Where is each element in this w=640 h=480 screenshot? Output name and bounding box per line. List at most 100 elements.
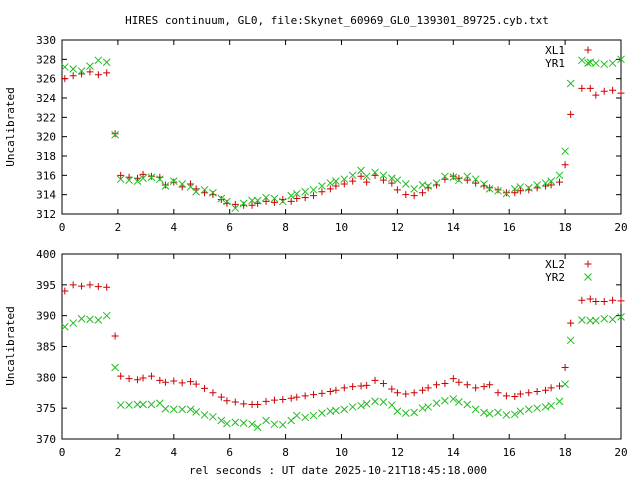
data-point-yr1: [133, 177, 142, 185]
chart-title: HIRES continuum, GL0, file:Skynet_60969_…: [125, 14, 549, 27]
data-point-xl1: [363, 178, 371, 186]
data-point-xl1: [393, 186, 401, 194]
data-point-yr2: [524, 405, 533, 414]
data-point-xl2: [561, 363, 569, 371]
data-point-yr2: [516, 407, 525, 416]
data-point-xl2: [94, 283, 102, 291]
data-point-yr2: [591, 316, 600, 325]
data-point-yr1: [561, 147, 569, 156]
data-point-yr1: [441, 172, 449, 181]
data-point-yr2: [102, 311, 111, 320]
data-point-yr1: [125, 176, 133, 185]
data-point-yr2: [200, 411, 209, 419]
data-point-xl2: [433, 381, 441, 389]
data-point-xl2: [117, 372, 125, 380]
data-point-xl1: [567, 110, 575, 118]
data-point-yr2: [510, 410, 519, 419]
data-point-yr1: [94, 56, 103, 65]
data-point-xl2: [424, 384, 432, 392]
data-point-xl1: [61, 75, 69, 83]
data-point-xl1: [147, 172, 155, 180]
data-point-xl1: [349, 177, 357, 185]
y-tick-label: 320: [36, 131, 56, 144]
data-point-yr1: [516, 183, 525, 191]
data-point-xl1: [287, 197, 295, 205]
data-point-xl2: [187, 378, 195, 386]
x-tick-label: 2: [115, 446, 122, 459]
data-point-xl2: [310, 391, 318, 399]
data-point-xl2: [69, 281, 77, 289]
y-tick-label: 318: [36, 150, 56, 163]
panel-bottom: Uncalibrated 0 2 4 6 8 10 12 14 16 18 20 370 375 380 3…: [4, 248, 628, 459]
data-point-yr2: [309, 411, 318, 420]
data-point-yr1: [502, 189, 511, 198]
data-point-yr2: [432, 399, 441, 408]
data-point-yr2: [362, 399, 371, 408]
data-point-xl2: [556, 382, 564, 390]
data-point-yr1: [161, 182, 170, 190]
data-point-yr1: [102, 58, 111, 67]
data-point-yr1: [617, 55, 625, 64]
data-point-xl1: [561, 161, 569, 169]
data-point-yr2: [561, 380, 569, 388]
data-point-xl2: [301, 392, 309, 400]
panel-top: Uncalibrated 0 2 4 6 8 10 12 14 16 18 20 312 314 316 3…: [4, 34, 628, 234]
data-point-xl1: [502, 189, 510, 197]
data-point-yr1: [432, 179, 441, 187]
data-point-yr2: [60, 322, 69, 331]
data-point-yr1: [111, 130, 119, 139]
data-point-xl2: [463, 381, 471, 389]
data-point-yr1: [510, 185, 519, 193]
data-point-yr2: [178, 405, 187, 414]
data-point-yr1: [410, 185, 419, 193]
data-point-yr2: [600, 314, 609, 323]
data-point-xl1: [248, 201, 256, 209]
data-point-yr1: [471, 175, 480, 184]
data-point-xl2: [402, 390, 410, 398]
data-point-xl2: [340, 384, 348, 392]
data-point-yr2: [231, 418, 240, 427]
data-point-yr2: [387, 401, 396, 409]
data-point-xl2: [170, 377, 178, 385]
data-point-xl1: [419, 189, 427, 197]
y-tick-label: 375: [36, 402, 56, 415]
data-point-yr2: [348, 403, 357, 411]
data-point-xl2: [542, 386, 550, 394]
y-axis-label-top: Uncalibrated: [4, 87, 17, 166]
data-point-yr2: [248, 420, 256, 429]
data-point-yr1: [292, 189, 301, 198]
x-tick-label: 6: [226, 446, 233, 459]
data-point-yr2: [547, 401, 555, 410]
y-tick-label: 328: [36, 53, 56, 66]
data-point-yr2: [471, 405, 480, 414]
data-point-yr1: [262, 193, 270, 202]
data-point-yr2: [262, 416, 270, 425]
data-point-xl2: [617, 297, 625, 305]
data-point-xl2: [279, 396, 287, 404]
data-point-xl2: [349, 383, 357, 391]
data-point-xl2: [371, 376, 379, 384]
data-point-yr2: [217, 416, 226, 425]
data-point-xl1: [547, 181, 555, 189]
data-point-yr1: [541, 179, 550, 187]
data-point-xl1: [578, 84, 586, 92]
y-tick-label: 326: [36, 73, 56, 86]
data-point-xl1: [139, 170, 147, 178]
data-point-yr2: [125, 401, 133, 409]
data-point-yr1: [379, 171, 388, 180]
data-point-yr1: [301, 187, 310, 196]
data-point-xl2: [388, 385, 396, 393]
data-point-yr2: [161, 404, 170, 413]
data-point-xl1: [310, 192, 318, 200]
data-point-yr2: [223, 419, 231, 428]
x-tick-label: 2: [115, 221, 122, 234]
data-point-yr2: [332, 406, 340, 415]
data-point-yr2: [485, 409, 494, 418]
data-point-yr2: [253, 423, 262, 432]
data-point-xl2: [609, 296, 617, 304]
x-tick-label: 4: [170, 221, 177, 234]
data-point-xl2: [441, 380, 449, 387]
data-point-xl1: [410, 192, 418, 200]
data-point-xl2: [592, 297, 600, 305]
data-point-yr1: [533, 181, 542, 189]
